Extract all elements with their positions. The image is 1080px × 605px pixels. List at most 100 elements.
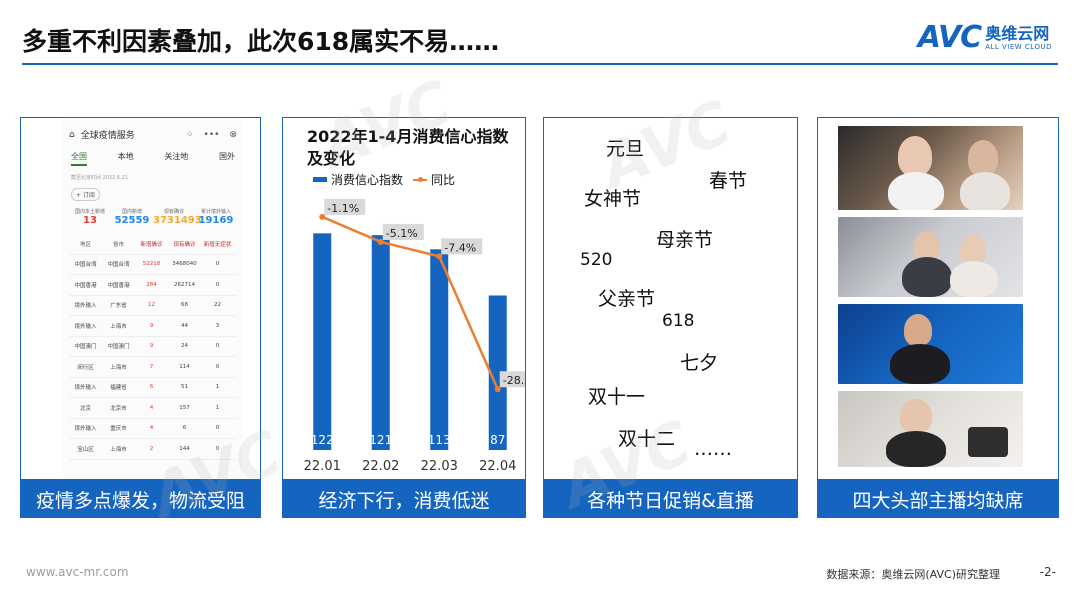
phone-table-cell: 24	[181, 343, 188, 350]
tab-national: 全国	[71, 151, 87, 166]
chart-legend: 消费信心指数 同比	[313, 171, 455, 188]
phone-table-header-cell: 现有确诊	[173, 241, 196, 248]
phone-table-cell: 0	[215, 343, 220, 350]
streamers-panel	[817, 117, 1059, 480]
phone-table-cell: 境外输入	[74, 385, 97, 392]
phone-stat-value: 3731493	[153, 215, 202, 226]
festival-muqinjie: 母亲节	[656, 229, 714, 251]
x-tick-label: 22.04	[479, 459, 516, 474]
legend-line-swatch	[413, 176, 428, 182]
phone-table-cell: 12	[148, 302, 155, 309]
phone-stat: 现有确诊 3731493	[153, 208, 202, 226]
phone-table-cell: 福建省	[110, 385, 127, 392]
streamer-photo-3	[838, 304, 1023, 384]
phone-table-row: 中国澳门 中国澳门 9 24 0	[69, 337, 237, 357]
phone-table-cell: 4	[149, 425, 154, 432]
phone-table-cell: 6	[149, 384, 154, 391]
bar-mark	[488, 295, 507, 450]
phone-table-row: 中国台湾 中国台湾 52218 3468040 0	[69, 255, 237, 275]
x-tick-label: 22.03	[421, 459, 458, 474]
phone-table-cell: 中国香港	[74, 282, 97, 289]
phone-table-cell: 0	[215, 261, 220, 268]
phone-table-cell: 1	[215, 384, 220, 391]
page-title: 多重不利因素叠加，此次618属实不易……	[22, 27, 500, 56]
caption-economy: 经济下行，消费低迷	[282, 480, 526, 518]
phone-table-cell: 宝山区	[77, 446, 94, 453]
bar-value-label: 113	[428, 433, 451, 447]
yoy-point	[436, 253, 443, 260]
yoy-label-box	[441, 238, 483, 255]
phone-stat: 国内新增 52559	[111, 208, 153, 226]
chart-title: 2022年1-4月消费信心指数及变化	[307, 127, 509, 168]
subscribe-button: + 订阅	[71, 188, 100, 201]
yoy-label-box	[499, 371, 525, 388]
phone-stats: 国内本土新增 13 国内新增 52559 现有确诊 3731493 累计境外输入 19169	[63, 204, 243, 230]
phone-table-cell: 3	[215, 322, 220, 329]
phone-title: 全球疫情服务	[80, 131, 135, 141]
phone-table-row: 中国香港 中国香港 284 262714 0	[69, 275, 237, 296]
phone-table-cell: 中国香港	[107, 282, 130, 289]
home-icon: ⌂	[69, 129, 75, 140]
phone-stat: 国内本土新增 13	[69, 208, 111, 226]
festival-chunjie: 春节	[709, 170, 748, 192]
phone-table-header-cell: 地区	[79, 241, 91, 248]
phone-stat-value: 19169	[198, 215, 234, 226]
more-icon: •••	[203, 129, 220, 140]
phone-table-row: 宝山区 上海市 2 144 0	[69, 439, 237, 460]
caption-streamers: 四大头部主播均缺席	[817, 480, 1059, 518]
chart-panel: 122 22.01 121 22.02 113 22.03 87 22.04 -1.1% -5.1…	[282, 117, 526, 480]
tab-followed: 关注地	[164, 152, 189, 161]
phone-table-row: 北京 北京市 4 157 1	[69, 398, 237, 419]
bar-mark	[313, 233, 332, 450]
festival-shuangshier: 双十二	[618, 428, 676, 450]
phone-table-cell: 0	[215, 425, 220, 432]
phone-table-header-cell: 省市	[112, 241, 124, 248]
festival-nvshenjie: 女神节	[584, 188, 642, 210]
streamer-photo-1	[838, 126, 1023, 210]
phone-table-cell: 4	[149, 404, 154, 411]
festival-shuangshiyi: 双十一	[588, 386, 646, 408]
phone-stat-value: 13	[83, 215, 97, 226]
tab-local: 本地	[117, 152, 134, 161]
phone-table-cell: 上海市	[110, 323, 127, 330]
phone-table-row: 境外输入 广东省 12 68 22	[69, 296, 237, 316]
phone-table-cell: 闵行区	[77, 364, 94, 371]
legend-bar-swatch	[313, 177, 327, 182]
page-number: -2-	[1039, 565, 1056, 579]
phone-table-cell: 北京	[79, 405, 91, 412]
phone-table-cell: 2	[149, 445, 154, 452]
festival-ellipsis: ……	[694, 438, 732, 460]
phone-table-row: 境外输入 福建省 6 51 1	[69, 378, 237, 398]
tab-foreign: 国外	[218, 152, 235, 161]
close-icon: ⊗	[229, 129, 237, 140]
phone-stat-label: 国内本土新增	[74, 209, 105, 215]
phone-table-row: 境外输入 重庆市 4 6 0	[69, 419, 237, 439]
phone-table-cell: 22	[214, 302, 221, 309]
phone-table-cell: 6	[182, 425, 187, 432]
phone-table-header-cell: 新增无症状	[203, 241, 232, 248]
header-rule	[22, 63, 1058, 65]
legend-index: 消费信心指数	[331, 173, 404, 187]
festival-618: 618	[662, 311, 695, 331]
avc-logo: AVC 奥维云网 ALL VIEW CLOUD	[918, 20, 1052, 55]
phone-table-row: 闵行区 上海市 7 114 0	[69, 357, 237, 378]
phone-hint: 截至北京时间 2022.6.21	[71, 175, 129, 181]
phone-table-cell: 境外输入	[74, 303, 97, 310]
phone-table-cell: 262714	[174, 281, 195, 288]
phone-table-cell: 中国澳门	[74, 344, 97, 351]
phone-stat-label: 累计境外输入	[200, 209, 231, 215]
logo-avc-text: AVC	[917, 20, 982, 55]
caption-festivals: 各种节日促销&直播	[543, 480, 798, 518]
festival-fuqinjie: 父亲节	[598, 288, 656, 310]
phone-table-cell: 上海市	[110, 364, 127, 371]
phone-table-cell: 3468040	[172, 261, 197, 268]
festivals-panel: 元旦 春节 女神节 母亲节 520 父亲节 618 七夕 双十一 双十二 ……	[543, 117, 798, 480]
yoy-label-box	[324, 198, 366, 215]
yoy-label-box	[382, 223, 424, 240]
phone-table-cell: 重庆市	[110, 426, 127, 433]
phone-stat-value: 52559	[114, 215, 150, 226]
phone-stat: 累计境外输入 19169	[195, 208, 237, 226]
phone-table-cell: 9	[149, 343, 154, 350]
consumer-confidence-chart: 122 22.01 121 22.02 113 22.03 87 22.04 -1.1% -5.1…	[304, 198, 525, 474]
bar-mark	[430, 249, 449, 450]
